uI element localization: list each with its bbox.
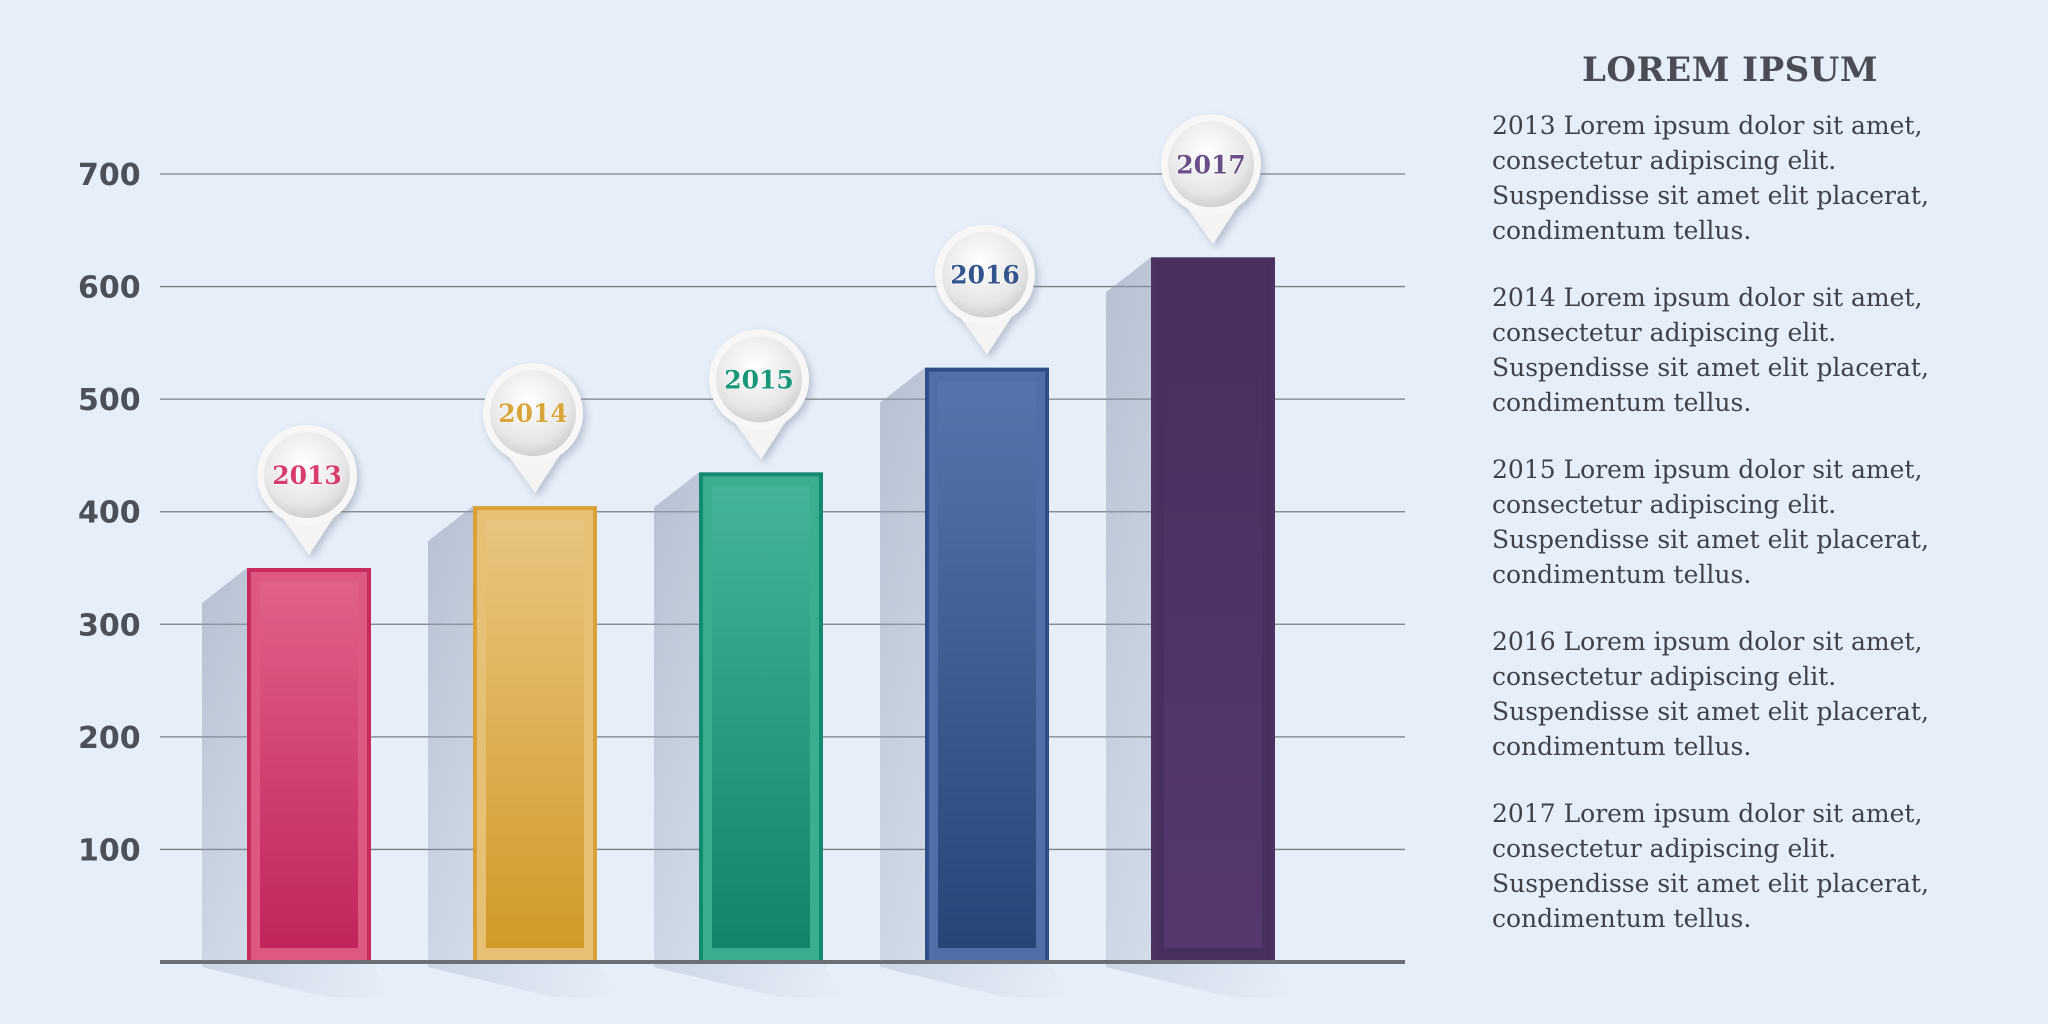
description-panel: LOREM IPSUM 2013 Lorem ipsum dolor sit a…: [1470, 50, 1990, 968]
description-text: Lorem ipsum dolor sit amet, consectetur …: [1492, 283, 1929, 417]
y-tick-label: 200: [78, 721, 141, 756]
description-2016: 2016 Lorem ipsum dolor sit amet, consect…: [1492, 624, 1992, 764]
bar-2013: [247, 568, 371, 962]
pin-label-2013: 2013: [272, 461, 342, 490]
description-year: 2014: [1492, 283, 1556, 312]
panel-title: LOREM IPSUM: [1582, 50, 1878, 90]
y-tick-label: 600: [78, 271, 141, 306]
bar-2017: [1151, 257, 1275, 962]
description-text: Lorem ipsum dolor sit amet, consectetur …: [1492, 111, 1929, 245]
y-tick-label: 400: [78, 496, 141, 531]
bar-2014: [473, 506, 597, 962]
year-pins: 2013 2014 2015 2016 2017: [257, 114, 1261, 555]
pin-label-2016: 2016: [950, 261, 1020, 290]
description-2017: 2017 Lorem ipsum dolor sit amet, consect…: [1492, 796, 1992, 936]
description-year: 2013: [1492, 111, 1556, 140]
pin-2015: [709, 329, 809, 460]
description-2014: 2014 Lorem ipsum dolor sit amet, consect…: [1492, 280, 1992, 420]
y-tick-label: 300: [78, 608, 141, 643]
y-tick-label: 700: [78, 158, 141, 193]
description-text: Lorem ipsum dolor sit amet, consectetur …: [1492, 799, 1929, 933]
bar-2016: [925, 367, 1049, 962]
pin-2017: [1161, 114, 1261, 245]
y-tick-label: 100: [78, 833, 141, 868]
description-2015: 2015 Lorem ipsum dolor sit amet, consect…: [1492, 452, 1992, 592]
bars: [247, 257, 1275, 962]
description-text: Lorem ipsum dolor sit amet, consectetur …: [1492, 455, 1929, 589]
pin-2013: [257, 425, 357, 555]
pin-label-2014: 2014: [498, 399, 568, 428]
pin-label-2017: 2017: [1176, 150, 1246, 179]
description-year: 2017: [1492, 799, 1556, 828]
description-year: 2015: [1492, 455, 1556, 484]
pin-2014: [483, 363, 583, 494]
description-2013: 2013 Lorem ipsum dolor sit amet, consect…: [1492, 108, 1992, 248]
y-tick-label: 500: [78, 383, 141, 418]
bar-2015: [699, 472, 823, 962]
pin-label-2015: 2015: [724, 365, 794, 394]
description-year: 2016: [1492, 627, 1556, 656]
description-text: Lorem ipsum dolor sit amet, consectetur …: [1492, 627, 1929, 761]
pin-2016: [935, 224, 1035, 355]
